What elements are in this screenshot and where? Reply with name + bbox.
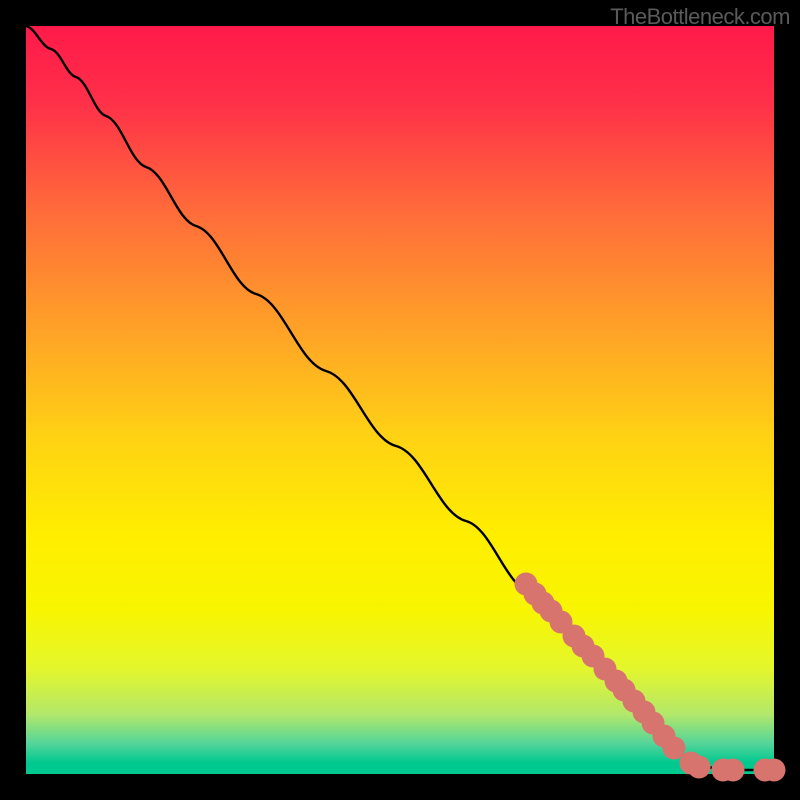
data-marker <box>688 756 711 779</box>
bottleneck-curve <box>26 26 774 770</box>
data-marker <box>722 759 745 782</box>
data-marker <box>763 759 786 782</box>
chart-plot-area <box>26 26 774 774</box>
chart-curve-layer <box>26 26 774 774</box>
